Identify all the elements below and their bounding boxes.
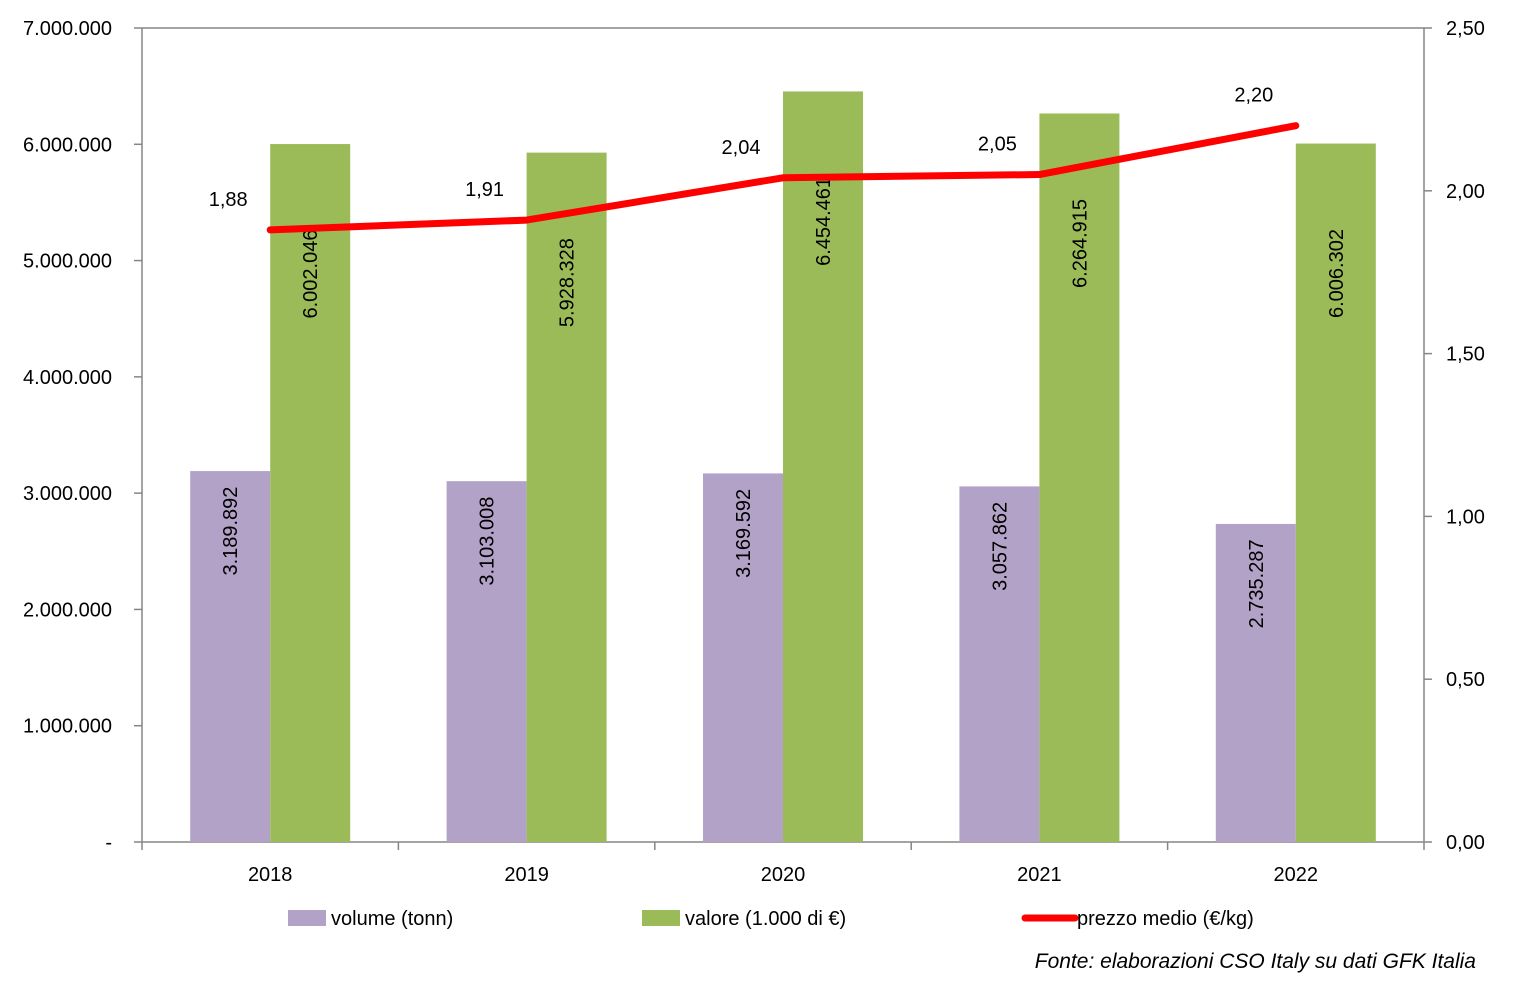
right-tick-label: 0,50 — [1446, 669, 1485, 691]
bar-data-label: 3.189.892 — [220, 487, 242, 576]
line-data-label: 1,91 — [465, 179, 504, 201]
bar-series: 3.189.892 3.103.008 3.169.592 3.057.862 2.73… — [190, 91, 1376, 843]
line-data-label: 1,88 — [209, 189, 248, 211]
bar-volume — [703, 473, 783, 842]
left-tick-label: - — [105, 832, 112, 854]
left-y-axis: - 1.000.000 2.000.000 3.000.000 4.000.000 5.0… — [23, 18, 143, 854]
bar-valore — [783, 91, 863, 842]
bar-volume — [959, 486, 1040, 842]
bar-data-label: 6.002.046 — [300, 230, 322, 319]
legend-label: valore (1.000 di €) — [685, 908, 846, 930]
bar-data-label: 3.103.008 — [477, 497, 499, 586]
legend-label: volume (tonn) — [331, 908, 453, 930]
legend-swatch — [642, 910, 680, 926]
right-tick-label: 1,00 — [1446, 506, 1485, 528]
bar-data-label: 3.057.862 — [989, 502, 1011, 591]
left-tick-label: 7.000.000 — [23, 18, 112, 40]
bar-valore — [1039, 113, 1120, 843]
legend: volume (tonn) valore (1.000 di €) prezzo m… — [288, 908, 1254, 930]
x-tick-label: 2018 — [248, 864, 293, 886]
right-tick-label: 2,00 — [1446, 181, 1485, 203]
right-y-axis: 0,00 0,50 1,00 1,50 2,00 2,50 — [1423, 18, 1485, 854]
right-tick-label: 2,50 — [1446, 18, 1485, 40]
left-tick-label: 1.000.000 — [23, 716, 112, 738]
right-tick-label: 0,00 — [1446, 832, 1485, 854]
x-axis: 2018 2019 2020 2021 2022 — [141, 841, 1425, 886]
bar-data-label: 6.264.915 — [1069, 199, 1091, 288]
left-tick-label: 2.000.000 — [23, 599, 112, 621]
bar-volume — [446, 481, 527, 842]
legend-swatch — [288, 910, 326, 926]
source-note: Fonte: elaborazioni CSO Italy su dati GF… — [1034, 950, 1476, 973]
line-series: 1,88 1,91 2,04 2,05 2,20 — [209, 85, 1300, 234]
bar-data-label: 2.735.287 — [1246, 539, 1268, 628]
bar-data-label: 3.169.592 — [733, 489, 755, 578]
bar-valore — [1295, 143, 1376, 843]
bar-volume — [1215, 523, 1296, 842]
left-tick-label: 5.000.000 — [23, 251, 112, 273]
left-tick-label: 3.000.000 — [23, 483, 112, 505]
bar-data-label: 6.454.461 — [813, 177, 835, 266]
line-data-label: 2,20 — [1234, 85, 1273, 107]
bar-data-label: 6.006.302 — [1326, 229, 1348, 318]
x-tick-label: 2019 — [504, 864, 549, 886]
bar-valore — [526, 152, 607, 843]
bar-valore — [270, 144, 351, 842]
line-data-label: 2,04 — [722, 137, 761, 159]
x-tick-label: 2020 — [761, 864, 806, 886]
bar-volume — [190, 471, 271, 842]
left-tick-label: 6.000.000 — [23, 134, 112, 156]
x-tick-label: 2022 — [1274, 864, 1319, 886]
left-tick-label: 4.000.000 — [23, 367, 112, 389]
bar-data-label: 5.928.328 — [557, 238, 579, 327]
x-tick-label: 2021 — [1017, 864, 1062, 886]
right-tick-label: 1,50 — [1446, 344, 1485, 366]
legend-label: prezzo medio (€/kg) — [1077, 908, 1254, 930]
line-data-label: 2,05 — [978, 134, 1017, 156]
